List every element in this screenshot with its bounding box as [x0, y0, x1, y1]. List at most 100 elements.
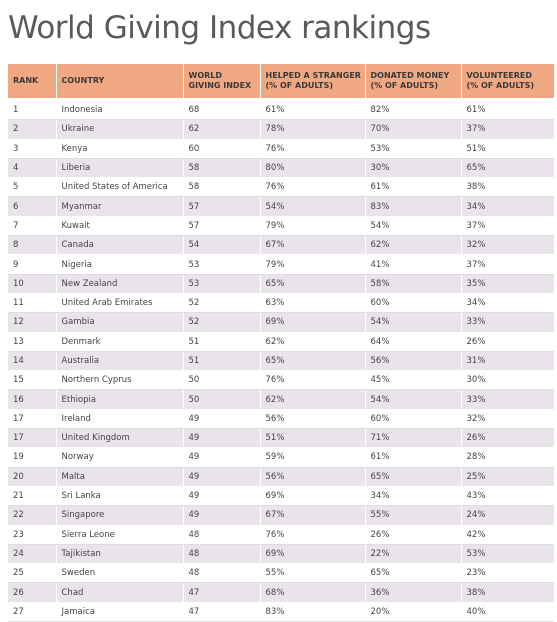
giving-index-cell: 48 — [183, 563, 261, 584]
giving-index-cell: 57 — [183, 196, 261, 217]
rank-cell: 13 — [8, 332, 57, 352]
country-cell: Gambia — [56, 312, 184, 333]
column-header-volunteered: VOLUNTEERED (% OF ADULTS) — [461, 64, 554, 101]
country-cell: Chad — [56, 582, 184, 603]
volunteered-cell: 28% — [461, 447, 554, 468]
volunteered-cell: 26% — [461, 332, 554, 352]
table-row: 24 Tajikistan 48 69% 22% 53% — [8, 544, 554, 565]
volunteered-cell: 32% — [461, 235, 554, 256]
giving-index-cell: 52 — [183, 312, 261, 333]
helped-stranger-cell: 76% — [260, 370, 366, 391]
country-cell: New Zealand — [56, 274, 184, 294]
helped-stranger-cell: 79% — [260, 254, 366, 275]
helped-stranger-cell: 69% — [260, 486, 366, 507]
header-label: RANK — [13, 76, 39, 85]
rank-cell: 23 — [8, 525, 57, 545]
giving-index-cell: 52 — [183, 293, 261, 314]
country-cell: Kuwait — [56, 216, 184, 237]
table-row: 20 Malta 49 56% 65% 25% — [8, 467, 554, 487]
volunteered-cell: 61% — [461, 99, 554, 121]
volunteered-cell: 33% — [461, 312, 554, 333]
table-body: 1 Indonesia 68 61% 82% 61% 2 Ukraine 62 78% 70% 37%… — [8, 99, 554, 622]
donated-money-cell: 83% — [365, 196, 462, 217]
rank-cell: 3 — [8, 139, 57, 159]
table-row: 16 Ethiopia 50 62% 54% 33% — [8, 389, 554, 410]
country-cell: Sierra Leone — [56, 525, 184, 545]
header-label: DONATED MONEY — [370, 71, 450, 80]
volunteered-cell: 37% — [461, 216, 554, 237]
table-row: 1 Indonesia 68 61% 82% 61% — [8, 99, 554, 121]
rank-cell: 16 — [8, 389, 57, 410]
helped-stranger-cell: 54% — [260, 196, 366, 217]
table-row: 17 United Kingdom 49 51% 71% 26% — [8, 428, 554, 449]
table-row: 22 Singapore 49 67% 55% 24% — [8, 505, 554, 526]
helped-stranger-cell: 63% — [260, 293, 366, 314]
helped-stranger-cell: 62% — [260, 389, 366, 410]
rank-cell: 9 — [8, 254, 57, 275]
page-title: World Giving Index rankings — [8, 10, 431, 46]
country-cell: Kenya — [56, 139, 184, 159]
rank-cell: 1 — [8, 99, 57, 121]
volunteered-cell: 38% — [461, 582, 554, 603]
helped-stranger-cell: 69% — [260, 544, 366, 565]
column-header-rank: RANK — [8, 64, 57, 101]
donated-money-cell: 65% — [365, 467, 462, 487]
country-cell: Nigeria — [56, 254, 184, 275]
helped-stranger-cell: 65% — [260, 351, 366, 372]
volunteered-cell: 53% — [461, 544, 554, 565]
rank-cell: 17 — [8, 428, 57, 449]
column-header-country: COUNTRY — [56, 64, 184, 101]
volunteered-cell: 40% — [461, 602, 554, 622]
header-label: HELPED A STRANGER — [265, 71, 361, 80]
giving-index-cell: 54 — [183, 235, 261, 256]
rank-cell: 7 — [8, 216, 57, 237]
rank-cell: 15 — [8, 370, 57, 391]
table-row: 7 Kuwait 57 79% 54% 37% — [8, 216, 554, 237]
giving-index-cell: 62 — [183, 119, 261, 140]
country-cell: Canada — [56, 235, 184, 256]
giving-index-cell: 49 — [183, 467, 261, 487]
volunteered-cell: 42% — [461, 525, 554, 545]
table-row: 19 Norway 49 59% 61% 28% — [8, 447, 554, 468]
helped-stranger-cell: 83% — [260, 602, 366, 622]
giving-index-cell: 49 — [183, 428, 261, 449]
helped-stranger-cell: 55% — [260, 563, 366, 584]
helped-stranger-cell: 65% — [260, 274, 366, 294]
table-row: 23 Sierra Leone 48 76% 26% 42% — [8, 525, 554, 545]
donated-money-cell: 30% — [365, 158, 462, 179]
volunteered-cell: 32% — [461, 409, 554, 430]
rank-cell: 21 — [8, 486, 57, 507]
header-label: (% OF ADULTS) — [466, 81, 534, 90]
volunteered-cell: 51% — [461, 139, 554, 159]
giving-index-cell: 53 — [183, 274, 261, 294]
volunteered-cell: 37% — [461, 119, 554, 140]
volunteered-cell: 34% — [461, 196, 554, 217]
donated-money-cell: 53% — [365, 139, 462, 159]
country-cell: Indonesia — [56, 99, 184, 121]
donated-money-cell: 54% — [365, 312, 462, 333]
country-cell: Ukraine — [56, 119, 184, 140]
giving-index-cell: 51 — [183, 332, 261, 352]
country-cell: Ireland — [56, 409, 184, 430]
donated-money-cell: 56% — [365, 351, 462, 372]
table-row: 5 United States of America 58 76% 61% 38% — [8, 177, 554, 198]
donated-money-cell: 41% — [365, 254, 462, 275]
donated-money-cell: 36% — [365, 582, 462, 603]
table-row: 11 United Arab Emirates 52 63% 60% 34% — [8, 293, 554, 314]
rank-cell: 22 — [8, 505, 57, 526]
helped-stranger-cell: 51% — [260, 428, 366, 449]
giving-index-cell: 47 — [183, 602, 261, 622]
table-row: 4 Liberia 58 80% 30% 65% — [8, 158, 554, 179]
header-label: (% OF ADULTS) — [265, 81, 333, 90]
giving-index-cell: 57 — [183, 216, 261, 237]
column-header-world-giving-index: WORLD GIVING INDEX — [183, 64, 261, 101]
donated-money-cell: 61% — [365, 177, 462, 198]
header-label: GIVING INDEX — [188, 81, 252, 90]
helped-stranger-cell: 79% — [260, 216, 366, 237]
donated-money-cell: 20% — [365, 602, 462, 622]
volunteered-cell: 25% — [461, 467, 554, 487]
rank-cell: 5 — [8, 177, 57, 198]
table-row: 17 Ireland 49 56% 60% 32% — [8, 409, 554, 430]
giving-index-cell: 47 — [183, 582, 261, 603]
volunteered-cell: 33% — [461, 389, 554, 410]
